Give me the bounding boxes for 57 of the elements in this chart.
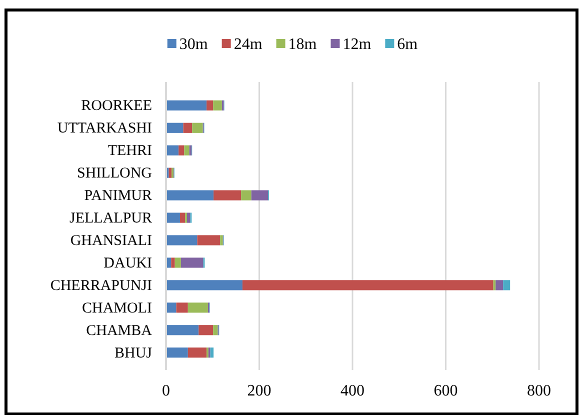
bar — [178, 145, 184, 156]
bar — [220, 235, 223, 246]
bar — [188, 302, 208, 313]
bar — [192, 122, 203, 133]
bar — [186, 212, 190, 223]
bar — [184, 145, 190, 156]
bar — [166, 100, 207, 110]
bar — [210, 348, 214, 358]
bar — [166, 145, 179, 156]
bar — [180, 212, 186, 223]
bar — [503, 280, 510, 290]
x-tick-label: 600 — [434, 382, 458, 400]
x-tick-label: 400 — [340, 382, 364, 400]
bar — [176, 302, 188, 313]
y-tick-label: CHERRAPUNJI — [50, 278, 152, 294]
x-tick-label: 0 — [162, 382, 170, 400]
bar — [166, 325, 199, 336]
y-tick-label: GHANSIALI — [70, 233, 152, 250]
y-tick-label: DAUKI — [104, 256, 152, 272]
y-tick-label: UTTARKASHI — [57, 120, 152, 137]
bar — [213, 100, 222, 110]
bar — [166, 235, 198, 246]
bar — [198, 325, 214, 336]
bar — [174, 258, 181, 268]
bar — [214, 190, 242, 200]
y-tick-label: SHILLONG — [77, 166, 152, 182]
y-tick-label: CHAMBA — [86, 322, 152, 339]
y-tick-label: TEHRI — [108, 143, 152, 160]
legend-label: 24m — [234, 36, 263, 53]
bar — [496, 280, 504, 290]
y-tick-label: JELLALPUR — [70, 210, 152, 227]
legend-label: 12m — [342, 36, 372, 53]
x-tick-label: 800 — [527, 382, 551, 400]
bar — [166, 348, 188, 358]
legend-label: 18m — [288, 36, 318, 53]
bar — [166, 122, 184, 133]
bar — [197, 235, 220, 246]
bar — [206, 100, 214, 110]
bar — [166, 280, 242, 290]
bar — [171, 258, 175, 268]
bar — [241, 190, 252, 200]
bar — [242, 280, 494, 290]
y-tick-label: BHUJ — [114, 345, 152, 362]
bar — [251, 190, 268, 200]
legend-label: 30m — [179, 36, 208, 53]
y-tick-label: CHAMOLI — [82, 300, 152, 316]
legend-label: 6m — [397, 36, 418, 53]
bar — [213, 325, 218, 336]
bar — [188, 348, 207, 358]
y-tick-label: ROORKEE — [81, 98, 152, 114]
bar — [183, 122, 192, 133]
y-tick-label: PANIMUR — [84, 188, 152, 204]
bar — [166, 302, 176, 313]
x-tick-label: 200 — [247, 382, 272, 400]
bar — [166, 190, 214, 200]
bar — [166, 212, 180, 223]
bar — [180, 258, 204, 268]
